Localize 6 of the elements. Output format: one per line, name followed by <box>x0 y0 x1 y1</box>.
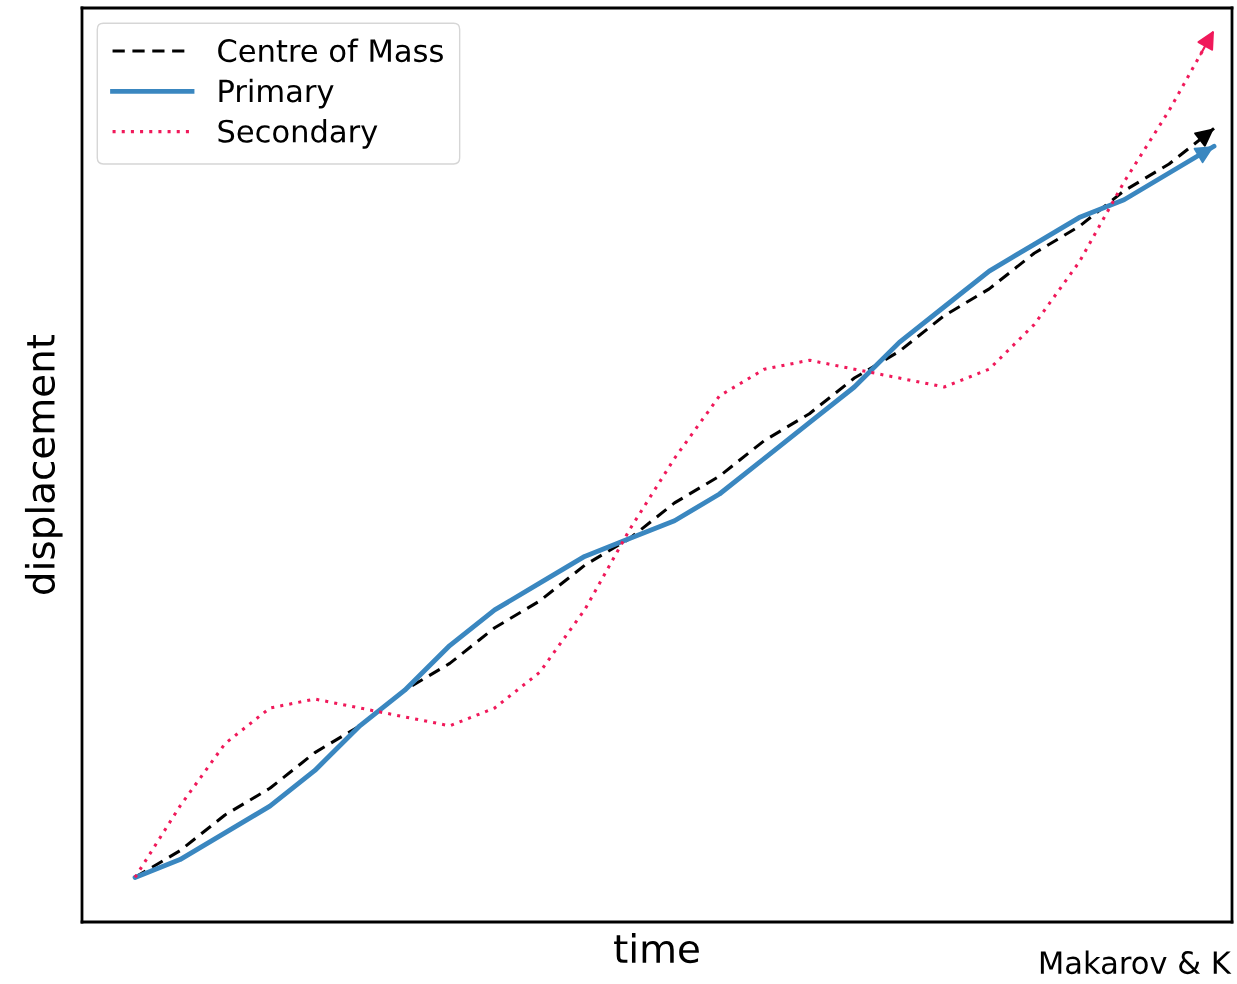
legend-label: Centre of Mass <box>218 38 443 63</box>
text: Makarov & K <box>1040 950 1232 975</box>
legend-label: Secondary <box>218 119 378 149</box>
y-axis-title: displacement <box>24 334 63 594</box>
legend-label: Primary <box>219 78 334 109</box>
x-axis-title: time <box>614 933 699 964</box>
